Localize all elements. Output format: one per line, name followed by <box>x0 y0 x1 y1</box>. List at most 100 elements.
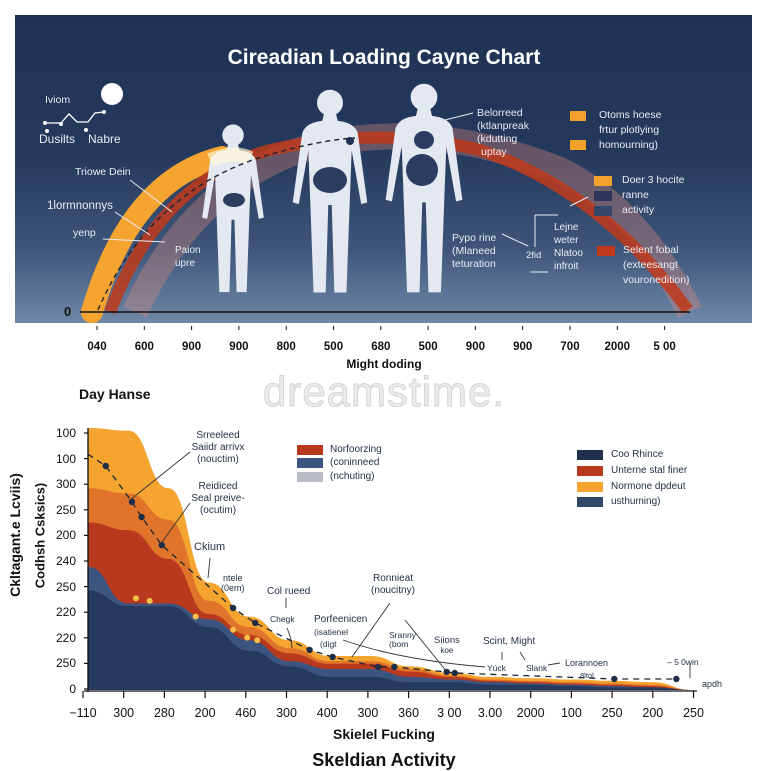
top-y-zero: 0 <box>64 304 72 319</box>
legend-label: Selent fobal <box>623 244 679 256</box>
x-tick-label: 200 <box>194 706 216 720</box>
top-x-tick-label: 900 <box>229 341 249 353</box>
annotation-win: – 5 0win <box>667 657 699 667</box>
data-point <box>391 663 398 671</box>
annotation-line: teturation <box>452 258 496 270</box>
chart-subtitle: Day Hanse <box>79 386 151 402</box>
annotation-line: Reidiced <box>198 481 238 492</box>
x-tick-label: 460 <box>235 706 257 720</box>
y-tick-label: 200 <box>55 528 76 543</box>
annotation-line: Seal preive- <box>191 493 245 504</box>
annotation-lorm: 1lormnonnys <box>47 200 113 212</box>
x-tick-label: 300 <box>357 706 379 720</box>
annotation-paion: Paion upre <box>175 244 201 270</box>
annotation-line: Belorreed <box>477 107 523 119</box>
data-point <box>374 663 382 671</box>
top-x-tick-label: 800 <box>276 341 296 353</box>
x-tick-label: 360 <box>398 706 420 720</box>
legend-label: Normone dpdeut <box>611 481 686 492</box>
annotation-line: Siions <box>434 635 460 646</box>
yellow-band <box>81 146 233 323</box>
annotation-slank: Slank <box>526 663 548 673</box>
annotation-line: infroit <box>554 261 579 272</box>
y-tick-label: 100 <box>55 451 76 466</box>
legend-swatch <box>570 111 586 121</box>
top-x-tick-label: 900 <box>182 341 202 353</box>
x-tick-label: 250 <box>601 706 623 720</box>
annotation-line: (bom <box>389 639 409 649</box>
data-point <box>138 513 145 521</box>
highlight-point <box>146 597 153 604</box>
legend-label: Otoms hoese <box>599 109 662 121</box>
y-axis-label: Ckltagant.e Lcviis) <box>7 473 23 597</box>
molecule-label: Iviom <box>45 94 71 106</box>
highlight-point <box>244 634 251 641</box>
annotation-line: (0em) <box>221 583 245 593</box>
annotation-colrueed: Col rueed <box>267 586 311 597</box>
top-x-tick-label: 500 <box>418 341 438 353</box>
data-point <box>102 462 109 470</box>
data-point <box>329 653 336 661</box>
legend-swatch <box>577 482 603 492</box>
highlight-point <box>132 595 139 602</box>
top-illustration <box>43 83 702 330</box>
top-title: Cireadian Loading Cayne Chart <box>227 46 541 69</box>
top-x-tick-label: 600 <box>134 341 154 353</box>
y-axis-label: Codhsh Csksics) <box>32 482 48 589</box>
moon-icon <box>101 83 123 105</box>
annotation-ntele: ntele (0em) <box>221 573 245 593</box>
legend-swatch <box>297 472 323 482</box>
annotation-line: (isatienel <box>314 627 349 637</box>
legend-label: (coninneed <box>330 457 380 468</box>
legend-swatch <box>594 191 612 201</box>
annotation-yenp: yenp <box>73 227 96 239</box>
molecule-label: Dusilts <box>39 132 76 146</box>
annotation-line: (kdutting <box>477 133 518 145</box>
organ-icon <box>406 154 438 186</box>
legend-label: Doer 3 hocite <box>622 174 685 186</box>
highlight-point <box>254 637 261 644</box>
legend-label: usthuming) <box>611 496 661 507</box>
top-x-label: Might doding <box>346 357 422 371</box>
annotation-line: Sranny <box>389 630 416 640</box>
legend-swatch <box>597 246 615 256</box>
area-series-4 <box>88 590 693 690</box>
annotation-line: Pypo rine <box>452 232 497 244</box>
y-tick-label: 220 <box>55 630 76 645</box>
annotation-line: (nouctim) <box>197 454 239 465</box>
annotation-siions: Siions koe <box>434 636 460 656</box>
top-x-tick-label: 5 00 <box>653 341 676 353</box>
annotation-line: Nlatoo <box>554 248 583 259</box>
y-tick-label: 240 <box>55 554 76 568</box>
legend-swatch <box>594 176 612 186</box>
annotation-line: Lejne <box>554 222 579 233</box>
annotation-lorannoen: Lorannoen <box>565 658 609 668</box>
dashed-curve <box>97 137 356 311</box>
legend-label: (nchuting) <box>330 471 375 482</box>
annotation-line: (ktlanpreak <box>477 120 529 132</box>
x-tick-label: 3 00 <box>437 706 462 720</box>
x-tick-label: 300 <box>276 706 297 720</box>
annotation-fid: 2fid <box>526 250 542 261</box>
data-point <box>673 675 680 683</box>
legend-swatch <box>577 497 603 507</box>
y-tick-label: 250 <box>55 656 76 671</box>
legend-label: vouronedition) <box>623 274 690 286</box>
x-tick-label: 250 <box>683 706 704 720</box>
x-tick-label: 3.00 <box>477 706 503 720</box>
annotation-line: Srreeleed <box>196 430 240 441</box>
x-tick-label: 2000 <box>516 706 545 720</box>
annotation-apdh: apdh <box>702 679 723 689</box>
top-x-tick-label: 680 <box>371 341 391 353</box>
x-tick-label: 100 <box>560 706 582 720</box>
annotation-line: Porfeenicen <box>314 614 368 625</box>
annotation-sranny: Sranny (bom <box>389 631 416 649</box>
annotation-bltol: 8ltol <box>580 671 594 680</box>
top-x-tick-label: 900 <box>465 341 485 353</box>
x-tick-label: 400 <box>316 706 338 720</box>
legend-label: Norfoorzing <box>330 444 382 455</box>
x-tick-label: 300 <box>113 706 135 720</box>
y-tick-label: 250 <box>55 579 76 594</box>
organ-icon <box>414 131 434 149</box>
annotation-ronnieat: Ronnieat (noucitny) <box>353 573 433 597</box>
